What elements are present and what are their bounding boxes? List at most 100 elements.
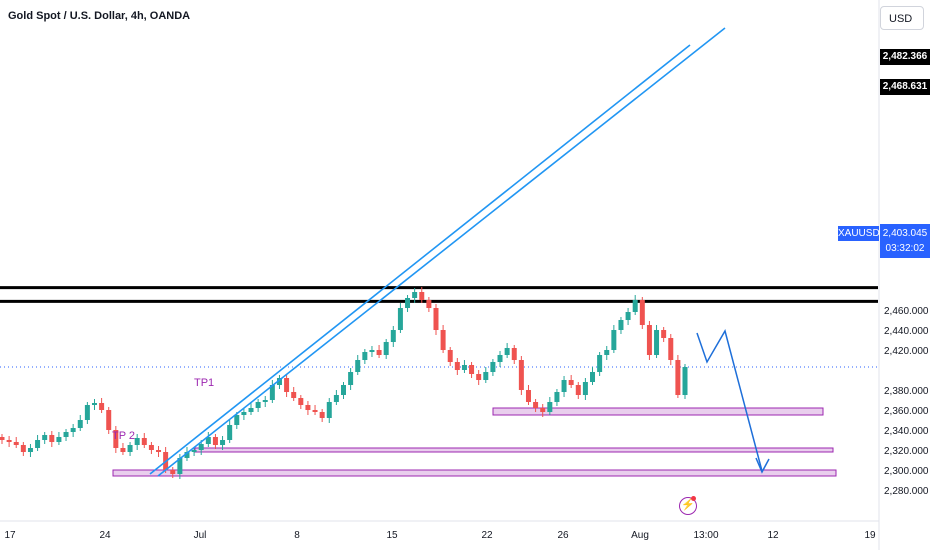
candle-body — [312, 410, 318, 412]
candle-body — [305, 405, 311, 410]
candle-body — [227, 425, 233, 440]
candle-body — [0, 437, 5, 440]
candle-body — [554, 392, 560, 402]
candle-body — [205, 437, 211, 444]
y-tick-label: 2,300.000 — [884, 466, 929, 477]
candle-body — [504, 348, 510, 355]
candle-body — [540, 408, 546, 412]
candle-body — [582, 382, 588, 395]
countdown: 03:32:02 — [885, 243, 925, 254]
x-tick-label: 15 — [386, 530, 398, 541]
candle-body — [20, 445, 26, 452]
candle-body — [198, 444, 204, 450]
candle-body — [590, 372, 596, 382]
candle-body — [91, 403, 97, 405]
candle-body — [383, 342, 389, 355]
candle-body — [170, 470, 176, 474]
projection-arrowhead — [755, 457, 770, 474]
candle-body — [148, 445, 154, 450]
candle-body — [106, 410, 112, 430]
candle-body — [248, 408, 254, 412]
candle-body — [362, 352, 368, 360]
candle-body — [369, 350, 375, 352]
candle-body — [632, 300, 638, 312]
currency-button[interactable]: USD — [880, 6, 924, 30]
candle-body — [654, 330, 660, 355]
candle-body — [35, 440, 41, 448]
level-tag-lower: 2,468.631 — [880, 79, 930, 95]
y-tick-label: 2,340.000 — [884, 426, 929, 437]
candle-body — [675, 360, 681, 395]
trendline-lower — [149, 44, 691, 475]
candle-body — [269, 385, 275, 400]
candle-body — [639, 300, 645, 325]
candle-body — [412, 292, 418, 298]
candle-body — [177, 458, 183, 474]
x-tick-label: 19 — [864, 530, 876, 541]
candle-body — [469, 365, 475, 374]
candle-body — [13, 442, 19, 445]
candle-body — [511, 348, 517, 360]
candle-body — [77, 420, 83, 428]
candle-body — [561, 380, 567, 392]
candle-body — [333, 395, 339, 402]
candle-body — [426, 300, 432, 308]
current-price-tag: 2,403.045 03:32:02 — [880, 224, 930, 258]
candle-body — [262, 400, 268, 402]
candle-body — [191, 450, 197, 452]
x-tick-label: 13:00 — [693, 530, 718, 541]
chart-title: Gold Spot / U.S. Dollar, 4h, OANDA — [8, 10, 191, 22]
x-tick-label: 8 — [294, 530, 300, 541]
candle-body — [241, 412, 247, 415]
lightning-icon[interactable]: ⚡ — [679, 497, 697, 515]
tp1-label: TP1 — [194, 377, 214, 389]
candle-body — [440, 330, 446, 350]
y-tick-label: 2,460.000 — [884, 306, 929, 317]
candle-body — [134, 438, 140, 445]
candle-body — [461, 365, 467, 370]
candle-body — [63, 432, 69, 437]
support-zone — [194, 447, 834, 453]
candle-body — [376, 350, 382, 355]
candle-body — [27, 448, 33, 452]
candle-body — [646, 325, 652, 355]
y-tick-label: 2,420.000 — [884, 346, 929, 357]
projection-path — [696, 329, 763, 472]
candle-body — [397, 308, 403, 330]
candle-body — [568, 380, 574, 385]
x-tick-label: 24 — [99, 530, 111, 541]
candle-body — [604, 350, 610, 355]
candle-body — [518, 360, 524, 390]
symbol-tag: XAUUSD — [838, 226, 880, 241]
y-tick-label: 2,380.000 — [884, 386, 929, 397]
candle-body — [276, 378, 282, 385]
candle-body — [454, 362, 460, 370]
candle-body — [284, 378, 290, 392]
candle-body — [611, 330, 617, 350]
candle-body — [141, 438, 147, 445]
candle-body — [127, 445, 133, 452]
candle-body — [597, 355, 603, 372]
candle-body — [212, 437, 218, 445]
candle-body — [49, 435, 55, 442]
notification-dot — [691, 496, 696, 501]
candle-body — [156, 450, 162, 452]
level-tag-upper: 2,482.366 — [880, 49, 930, 65]
candle-body — [497, 355, 503, 362]
trendline-upper — [157, 27, 726, 477]
candle-body — [341, 385, 346, 395]
candle-body — [56, 437, 62, 442]
candle-body — [120, 448, 126, 452]
x-tick-label: 17 — [4, 530, 16, 541]
candle-body — [319, 412, 325, 418]
current-price: 2,403.045 — [882, 228, 928, 239]
x-tick-label: Jul — [194, 530, 207, 541]
x-tick-label: Aug — [631, 530, 649, 541]
candle-body — [220, 440, 226, 445]
x-tick-label: 12 — [767, 530, 779, 541]
x-tick-label: 26 — [557, 530, 569, 541]
candle-body — [661, 330, 667, 338]
candle-body — [447, 350, 453, 362]
candle-body — [70, 428, 76, 432]
